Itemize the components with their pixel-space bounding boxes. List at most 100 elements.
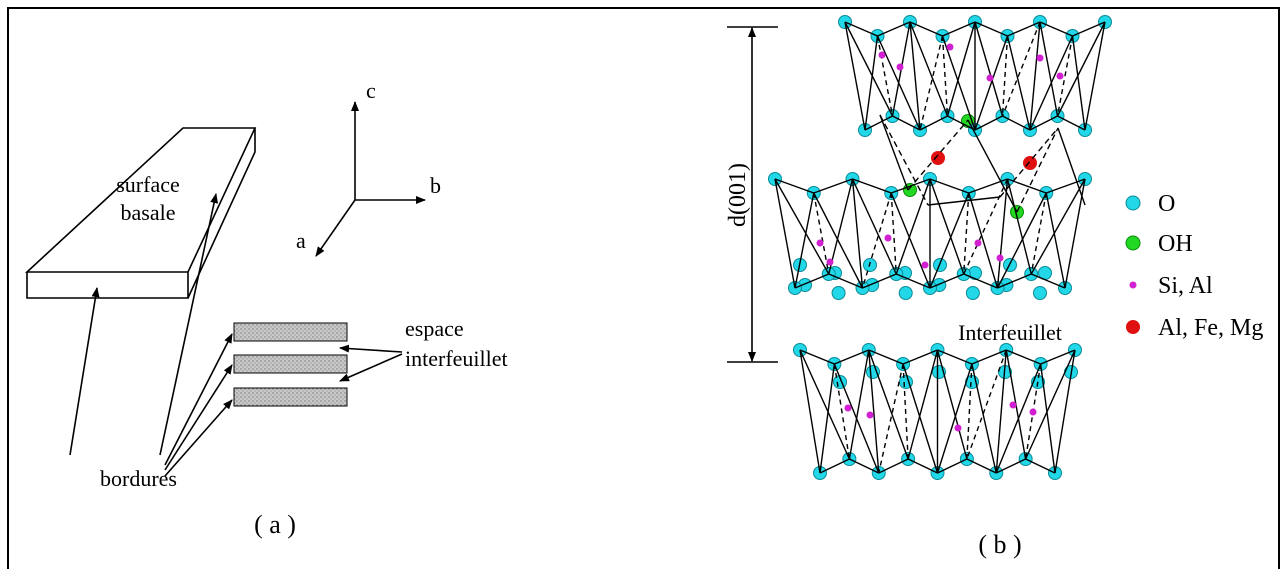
bond <box>938 350 972 364</box>
spacing-label: d(001) <box>725 163 751 227</box>
caption: ( a ) <box>254 510 296 539</box>
bond <box>829 274 863 288</box>
bond <box>775 179 814 193</box>
arrow <box>340 348 402 352</box>
interlayer-label: interfeuillet <box>405 346 508 371</box>
layer <box>234 355 347 373</box>
bond <box>908 350 937 459</box>
bond <box>1030 22 1040 130</box>
bond <box>834 364 878 473</box>
bond <box>1058 128 1085 205</box>
atom-si <box>947 44 954 51</box>
arrow <box>160 194 216 455</box>
legend-label: Si, Al <box>1158 273 1213 299</box>
atom-oh <box>904 184 917 197</box>
bond <box>834 350 868 364</box>
atom-si <box>1010 402 1017 409</box>
atom-si <box>1057 73 1064 80</box>
panel-a: surface basale c b a bordures espace int… <box>27 78 508 539</box>
bond <box>1073 22 1106 36</box>
bond <box>880 115 908 190</box>
atom-si <box>922 262 929 269</box>
bond <box>920 36 943 130</box>
bond <box>1041 364 1055 473</box>
bond <box>1008 36 1031 130</box>
bond <box>1026 459 1055 473</box>
bond <box>869 350 903 364</box>
layer <box>234 388 347 406</box>
bond <box>845 22 878 36</box>
arrow <box>70 288 97 455</box>
bond <box>1003 116 1031 130</box>
bond <box>878 36 893 116</box>
atom-si <box>885 235 892 242</box>
atom-o <box>899 287 912 300</box>
bond <box>972 350 1006 364</box>
bond <box>845 22 865 130</box>
atom-si <box>955 425 962 432</box>
legend-label: OH <box>1158 231 1193 257</box>
bond <box>975 22 1008 36</box>
block-label: surface <box>116 172 180 197</box>
axis-label: a <box>296 228 306 253</box>
atom-si <box>975 240 982 247</box>
bond <box>820 364 834 473</box>
caption: ( b ) <box>978 530 1021 559</box>
atom-si <box>845 405 852 412</box>
legend-swatch <box>1126 236 1140 250</box>
interlayer-label: Interfeuillet <box>958 320 1062 345</box>
atom-si <box>867 412 874 419</box>
bond <box>814 179 853 193</box>
legend-swatch <box>1126 320 1140 334</box>
bond <box>1006 350 1040 364</box>
block-label: basale <box>121 200 176 225</box>
atom-si <box>997 255 1004 262</box>
bond <box>967 459 996 473</box>
legend-label: O <box>1158 191 1175 217</box>
axis-label: c <box>366 78 376 103</box>
arrow <box>165 334 232 465</box>
bond <box>893 116 921 130</box>
bordures-label: bordures <box>100 466 177 491</box>
arrow <box>165 400 232 476</box>
bond <box>920 116 948 130</box>
atom-si <box>1037 55 1044 62</box>
bond <box>930 179 969 193</box>
arrow <box>340 354 402 381</box>
bond <box>879 459 908 473</box>
axis-label: b <box>430 173 441 198</box>
bond <box>1040 22 1073 36</box>
axis-arrow <box>316 200 355 256</box>
figure: surface basale c b a bordures espace int… <box>0 0 1287 569</box>
atom-metal <box>931 151 945 165</box>
layer <box>234 323 347 341</box>
interlayer-label: espace <box>405 316 464 341</box>
bond <box>903 350 937 364</box>
atom-o <box>832 287 845 300</box>
bond <box>865 116 893 130</box>
atom-si <box>827 259 834 266</box>
bond <box>820 459 849 473</box>
legend-swatch <box>1130 282 1137 289</box>
bond <box>938 350 967 459</box>
frame <box>8 8 1279 569</box>
bond <box>972 364 996 473</box>
bond <box>943 22 976 36</box>
atom-si <box>817 240 824 247</box>
bond <box>948 22 976 116</box>
bond <box>975 22 1003 116</box>
atom-si <box>1030 409 1037 416</box>
bond <box>930 179 964 274</box>
atom-o <box>1034 287 1047 300</box>
bond <box>910 22 920 130</box>
bond <box>800 350 820 473</box>
atom-o <box>867 366 880 379</box>
legend-label: Al, Fe, Mg <box>1158 315 1263 341</box>
bond <box>1046 179 1085 193</box>
bond <box>1085 22 1105 130</box>
atom-si <box>897 64 904 71</box>
atom-metal <box>1023 156 1037 170</box>
arrow <box>165 365 232 470</box>
atom-si <box>879 52 886 59</box>
legend-swatch <box>1126 196 1140 210</box>
